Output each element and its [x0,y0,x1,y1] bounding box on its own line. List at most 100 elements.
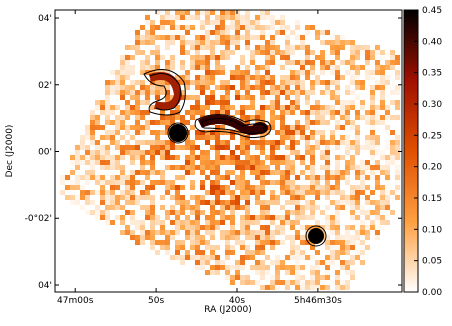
pixel [215,220,220,225]
pixel [330,250,335,255]
pixel [250,75,255,80]
pixel [265,180,270,185]
pixel [85,175,90,180]
pixel [295,265,300,270]
pixel [375,115,380,120]
pixel [130,230,135,235]
pixel [380,100,385,105]
pixel [295,215,300,220]
pixel [255,70,260,75]
pixel [205,55,210,60]
pixel [355,255,360,260]
pixel [210,95,215,100]
pixel [215,155,220,160]
pixel [260,170,265,175]
pixel [185,205,190,210]
pixel [240,170,245,175]
pixel [90,170,95,175]
pixel [285,90,290,95]
pixel [215,245,220,250]
pixel [240,20,245,25]
pixel [140,25,145,30]
pixel [145,100,150,105]
pixel [310,150,315,155]
pixel [375,120,380,125]
pixel [135,200,140,205]
pixel [105,165,110,170]
pixel [170,235,175,240]
pixel [205,15,210,20]
pixel [140,85,145,90]
pixel [290,250,295,255]
pixel [335,125,340,130]
pixel [165,45,170,50]
pixel [245,140,250,145]
pixel [330,115,335,120]
pixel [395,115,400,120]
pixel [180,80,185,85]
pixel [280,190,285,195]
pixel [350,270,355,275]
pixel [75,200,80,205]
pixel [310,225,315,230]
pixel [270,25,275,30]
pixel [185,120,190,125]
pixel [290,125,295,130]
pixel [170,210,175,215]
pixel [345,165,350,170]
pixel [310,60,315,65]
pixel [370,235,375,240]
pixel [205,190,210,195]
pixel [215,15,220,20]
pixel [320,280,325,285]
pixel [375,205,380,210]
pixel [140,125,145,130]
pixel [335,145,340,150]
pixel [190,165,195,170]
pixel [390,155,395,160]
pixel [180,35,185,40]
pixel [210,180,215,185]
pixel [200,225,205,230]
pixel [275,115,280,120]
pixel [100,210,105,215]
pixel [225,45,230,50]
pixel [190,60,195,65]
pixel [110,175,115,180]
pixel [95,215,100,220]
pixel [80,135,85,140]
pixel [310,270,315,275]
pixel [190,15,195,20]
pixel [340,240,345,245]
pixel [250,165,255,170]
pixel [380,70,385,75]
pixel [390,145,395,150]
pixel [345,100,350,105]
pixel [305,215,310,220]
pixel [350,80,355,85]
pixel [145,125,150,130]
pixel [245,225,250,230]
pixel [85,200,90,205]
pixel [300,170,305,175]
contour [170,125,186,141]
pixel [215,130,220,135]
pixel [160,115,165,120]
pixel [120,190,125,195]
pixel [210,170,215,175]
pixel [315,280,320,285]
pixel [355,240,360,245]
pixel [280,110,285,115]
pixel [265,60,270,65]
pixel [200,240,205,245]
pixel [285,85,290,90]
pixel [320,60,325,65]
pixel [105,90,110,95]
pixel [70,170,75,175]
pixel [360,180,365,185]
pixel [170,60,175,65]
pixel [170,155,175,160]
pixel [235,155,240,160]
pixel [310,215,315,220]
pixel [185,255,190,260]
